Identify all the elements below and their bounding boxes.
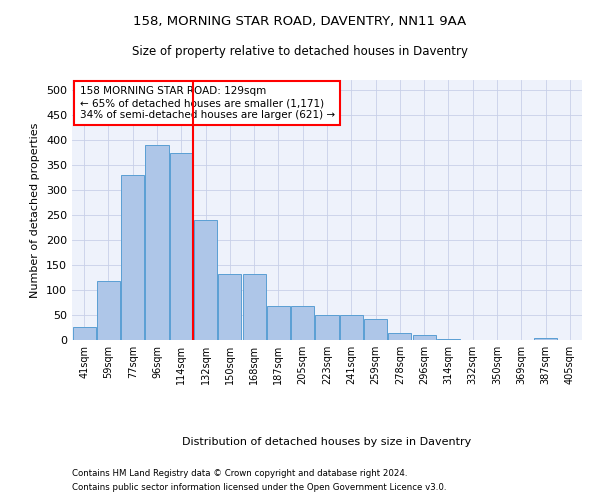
Bar <box>194 220 217 340</box>
Bar <box>121 175 144 340</box>
Bar <box>73 326 95 340</box>
Bar <box>267 306 290 340</box>
Bar <box>291 306 314 340</box>
X-axis label: Distribution of detached houses by size in Daventry: Distribution of detached houses by size … <box>182 437 472 447</box>
Text: Size of property relative to detached houses in Daventry: Size of property relative to detached ho… <box>132 45 468 58</box>
Bar <box>388 332 412 340</box>
Text: Contains public sector information licensed under the Open Government Licence v3: Contains public sector information licen… <box>72 484 446 492</box>
Bar <box>145 145 169 340</box>
Bar <box>170 152 193 340</box>
Bar <box>364 318 387 340</box>
Bar <box>242 274 266 340</box>
Y-axis label: Number of detached properties: Number of detached properties <box>31 122 40 298</box>
Bar <box>413 335 436 340</box>
Bar <box>218 274 241 340</box>
Text: 158, MORNING STAR ROAD, DAVENTRY, NN11 9AA: 158, MORNING STAR ROAD, DAVENTRY, NN11 9… <box>133 15 467 28</box>
Bar <box>437 338 460 340</box>
Bar <box>340 315 363 340</box>
Bar <box>97 281 120 340</box>
Bar <box>316 315 338 340</box>
Bar <box>534 338 557 340</box>
Text: Contains HM Land Registry data © Crown copyright and database right 2024.: Contains HM Land Registry data © Crown c… <box>72 468 407 477</box>
Text: 158 MORNING STAR ROAD: 129sqm
← 65% of detached houses are smaller (1,171)
34% o: 158 MORNING STAR ROAD: 129sqm ← 65% of d… <box>80 86 335 120</box>
